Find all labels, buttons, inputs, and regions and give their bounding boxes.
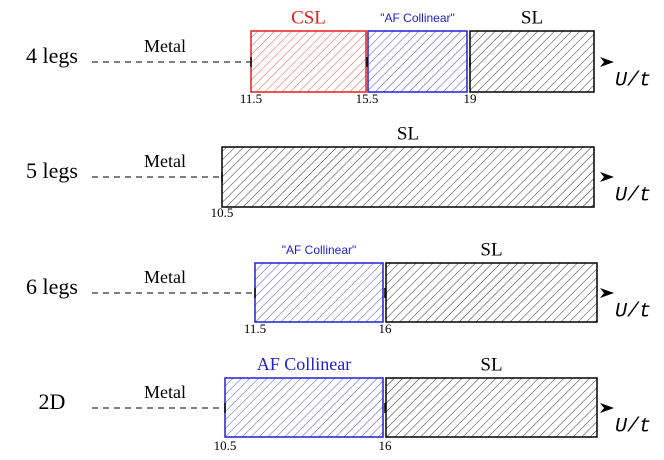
phase-box xyxy=(385,262,598,323)
metal-label: Metal xyxy=(144,382,186,402)
row-label: 4 legs xyxy=(26,43,78,68)
axis-label: U/t xyxy=(615,184,651,207)
phase-box xyxy=(221,146,595,208)
phase-label: CSL xyxy=(291,7,326,28)
boundary-label: 11.5 xyxy=(244,321,266,336)
axis-arrow xyxy=(600,57,614,67)
phase-box xyxy=(250,30,367,93)
metal-label: Metal xyxy=(144,151,186,171)
phase-label: SL xyxy=(480,354,502,375)
row-label: 6 legs xyxy=(26,274,78,299)
axis-label: U/t xyxy=(615,69,651,92)
phase-label: "AF Collinear" xyxy=(282,243,357,257)
axis-arrow xyxy=(600,172,614,182)
axis-arrow xyxy=(600,403,614,413)
boundary-label: 11.5 xyxy=(240,91,262,106)
axis-arrow xyxy=(600,288,614,298)
phase-label: AF Collinear xyxy=(257,354,352,374)
boundary-label: 16 xyxy=(379,321,393,336)
boundary-label: 15.5 xyxy=(356,91,379,106)
phase-box xyxy=(469,30,595,93)
axis-label: U/t xyxy=(615,300,651,323)
phase-box xyxy=(385,377,598,438)
row-label: 2D xyxy=(39,389,66,414)
axis-label: U/t xyxy=(615,415,651,438)
phase-label: SL xyxy=(521,7,543,28)
row-label: 5 legs xyxy=(26,158,78,183)
phase-label: "AF Collinear" xyxy=(380,11,455,25)
boundary-label: 10.5 xyxy=(214,438,237,453)
boundary-label: 16 xyxy=(379,438,393,453)
phase-box xyxy=(367,30,468,93)
boundary-label: 19 xyxy=(464,91,477,106)
phase-label: SL xyxy=(480,239,502,260)
phase-label: SL xyxy=(397,123,419,144)
phase-box xyxy=(254,262,384,323)
boundary-label: 10.5 xyxy=(211,205,234,220)
phase-box xyxy=(224,377,384,438)
metal-label: Metal xyxy=(144,36,186,56)
metal-label: Metal xyxy=(144,267,186,287)
